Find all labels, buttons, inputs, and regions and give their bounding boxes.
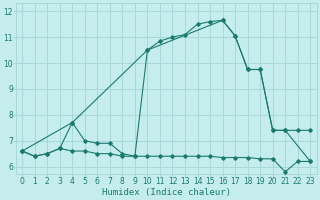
X-axis label: Humidex (Indice chaleur): Humidex (Indice chaleur) (102, 188, 231, 197)
